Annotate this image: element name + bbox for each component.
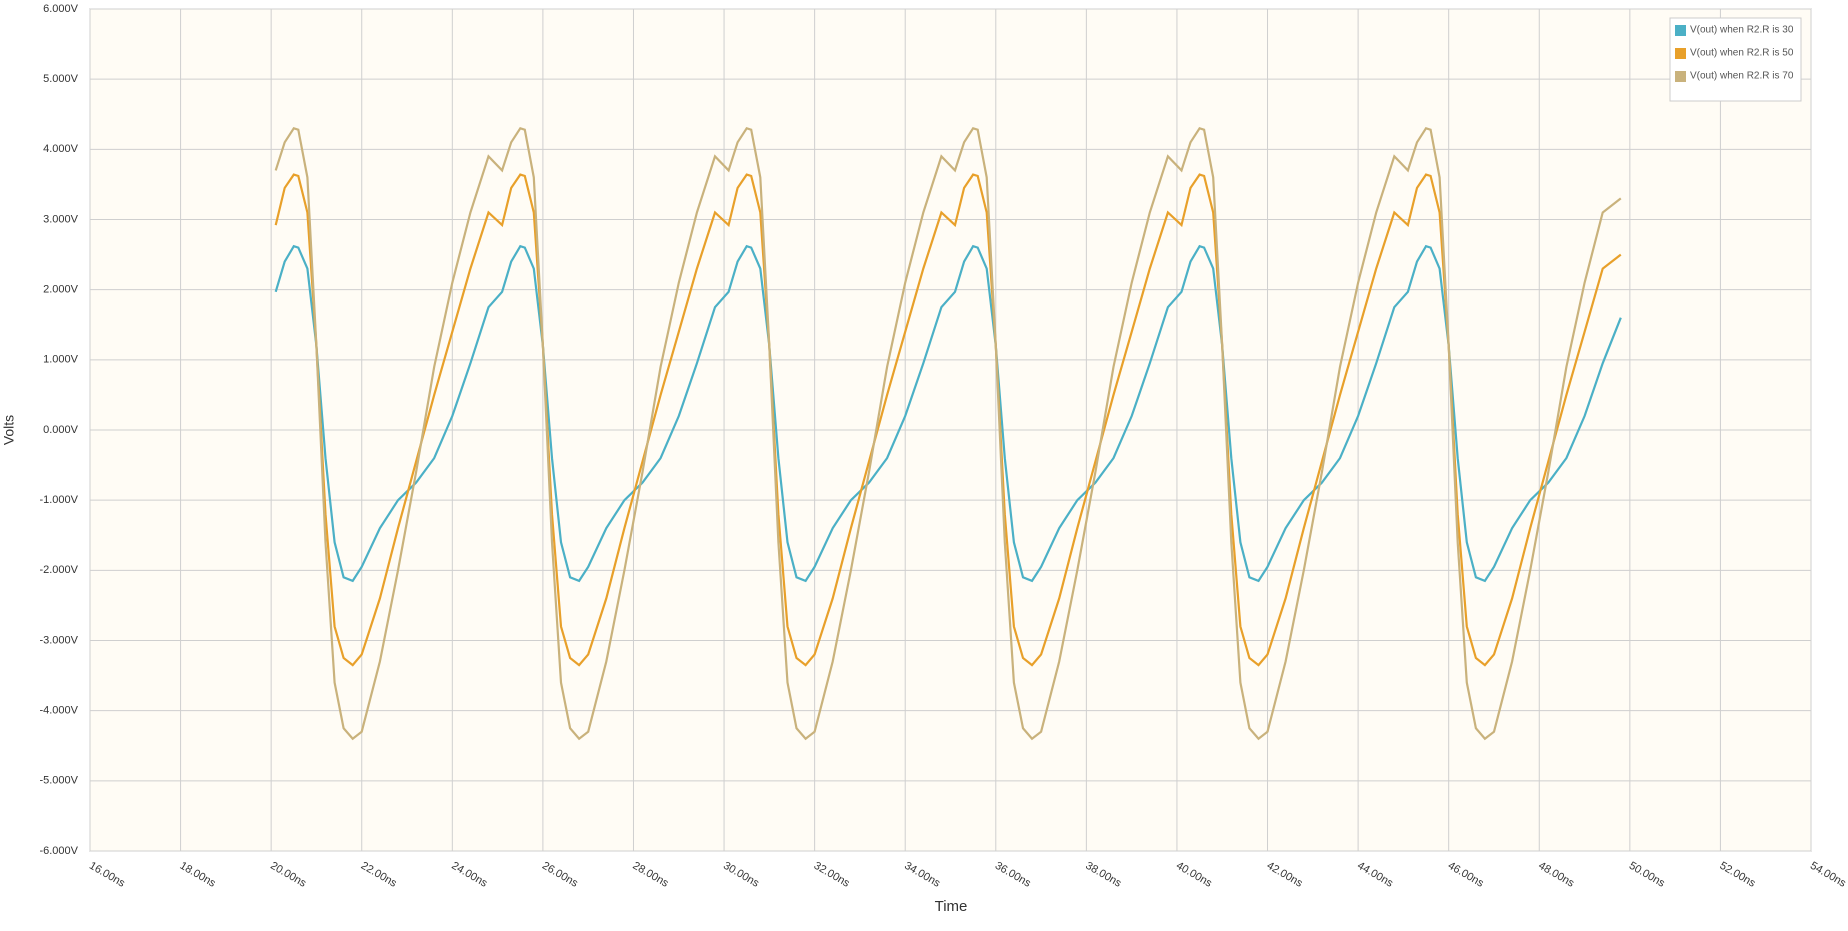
series-line: [274, 244, 1622, 583]
legend-label: V(out) when R2.R is 50: [1690, 48, 1794, 59]
x-tick-label: 16.00ns: [87, 860, 127, 890]
x-tick-label: 40.00ns: [1174, 860, 1214, 890]
x-tick-label: 42.00ns: [1265, 860, 1305, 890]
x-tick-label: 22.00ns: [359, 860, 399, 890]
y-tick-label: 4.000V: [43, 143, 79, 155]
y-tick-label: 1.000V: [43, 354, 79, 366]
series-line: [274, 173, 1622, 667]
legend-swatch: [1675, 71, 1686, 82]
y-tick-label: -4.000V: [39, 705, 78, 717]
y-tick-label: -2.000V: [39, 564, 78, 576]
legend-label: V(out) when R2.R is 70: [1690, 71, 1794, 82]
y-tick-label: 6.000V: [43, 3, 79, 15]
x-tick-label: 38.00ns: [1083, 860, 1123, 890]
x-tick-label: 32.00ns: [812, 860, 852, 890]
y-tick-label: 5.000V: [43, 73, 79, 85]
y-tick-label: -3.000V: [39, 634, 78, 646]
legend-swatch: [1675, 48, 1686, 59]
legend-label: V(out) when R2.R is 30: [1690, 25, 1794, 36]
x-tick-label: 48.00ns: [1536, 860, 1576, 890]
legend-swatch: [1675, 25, 1686, 36]
x-tick-label: 44.00ns: [1355, 860, 1395, 890]
y-tick-label: 2.000V: [43, 284, 79, 296]
legend-box: [1669, 17, 1802, 102]
y-axis-title: Volts: [1, 415, 17, 445]
x-tick-label: 46.00ns: [1446, 860, 1486, 890]
x-tick-label: 34.00ns: [902, 860, 942, 890]
y-tick-label: 0.000V: [43, 424, 79, 436]
y-tick-label: 3.000V: [43, 213, 79, 225]
y-tick-label: -1.000V: [39, 494, 78, 506]
x-tick-label: 24.00ns: [449, 860, 489, 890]
x-tick-label: 30.00ns: [721, 860, 761, 890]
x-tick-label: 26.00ns: [540, 860, 580, 890]
y-tick-label: -5.000V: [39, 775, 78, 787]
x-tick-label: 18.00ns: [178, 860, 218, 890]
x-axis-title: Time: [935, 898, 968, 915]
x-tick-label: 54.00ns: [1808, 860, 1848, 890]
x-tick-label: 28.00ns: [631, 860, 671, 890]
series-line: [274, 127, 1622, 741]
x-tick-label: 50.00ns: [1627, 860, 1667, 890]
x-tick-label: 36.00ns: [993, 860, 1033, 890]
x-tick-label: 20.00ns: [268, 860, 308, 890]
x-tick-label: 52.00ns: [1717, 860, 1757, 890]
y-tick-label: -6.000V: [39, 845, 78, 857]
